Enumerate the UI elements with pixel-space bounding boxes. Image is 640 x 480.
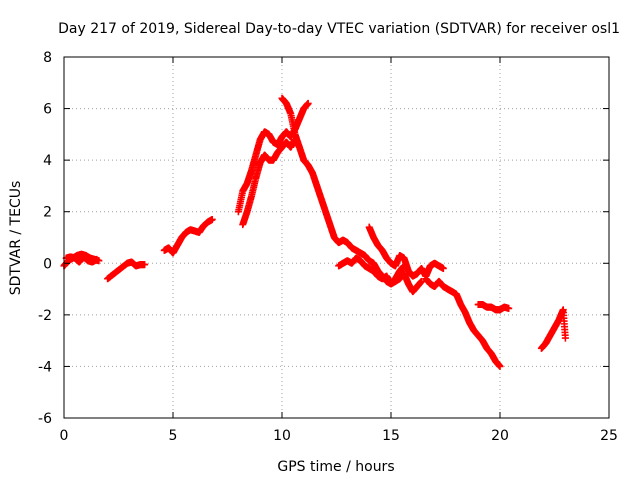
y-tick-label: 0 xyxy=(43,256,52,272)
plot-frame xyxy=(63,56,610,419)
y-tick-label: 4 xyxy=(43,153,52,169)
data-point xyxy=(439,264,447,272)
series-segment-3 xyxy=(160,215,216,257)
x-tick-label: 25 xyxy=(600,428,618,444)
series-segment-9 xyxy=(537,306,569,352)
x-tick-label: 5 xyxy=(169,428,178,444)
y-tick-label: -2 xyxy=(38,308,52,324)
chart-title: Day 217 of 2019, Sidereal Day-to-day VTE… xyxy=(58,21,620,37)
y-tick-label: 2 xyxy=(43,205,52,221)
data-point xyxy=(304,99,312,107)
data-point xyxy=(208,215,216,223)
data-point xyxy=(505,304,513,312)
data-point xyxy=(418,277,426,285)
series-segment-4-lower xyxy=(239,136,303,229)
data-point xyxy=(561,334,569,342)
y-tick-label: 6 xyxy=(43,102,52,118)
data-point xyxy=(93,255,101,263)
series-segment-2 xyxy=(104,258,149,283)
series-segment-5-lower xyxy=(335,254,426,296)
data-point xyxy=(141,261,149,269)
x-tick-label: 10 xyxy=(273,428,291,444)
y-tick-label: 8 xyxy=(43,50,52,66)
series-segment-7 xyxy=(422,275,504,370)
x-tick-label: 0 xyxy=(60,428,69,444)
x-tick-label: 15 xyxy=(382,428,400,444)
y-axis-label: SDTVAR / TECUs xyxy=(8,181,24,296)
series-segment-1b xyxy=(62,253,101,266)
data-point xyxy=(496,362,504,370)
y-tick-label: -4 xyxy=(38,359,52,375)
ticks: 0 5 10 15 20 25 -6 -4 -2 0 2 4 6 8 xyxy=(38,50,618,444)
series-layer xyxy=(60,94,569,370)
x-tick-label: 20 xyxy=(491,428,509,444)
series-segment-8 xyxy=(474,301,513,314)
series-segment-6 xyxy=(365,223,447,280)
x-axis-label: GPS time / hours xyxy=(277,459,394,475)
y-tick-label: -6 xyxy=(38,411,52,427)
